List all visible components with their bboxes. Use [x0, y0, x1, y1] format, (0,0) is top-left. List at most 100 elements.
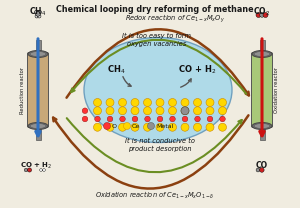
Circle shape [120, 116, 125, 122]
Circle shape [157, 108, 163, 114]
Circle shape [132, 116, 138, 122]
Text: CH$_4$: CH$_4$ [29, 6, 46, 19]
Text: CO: CO [256, 161, 268, 170]
Ellipse shape [254, 124, 270, 129]
Circle shape [194, 107, 202, 115]
Circle shape [38, 10, 41, 14]
Ellipse shape [28, 51, 48, 57]
Circle shape [118, 107, 127, 115]
Circle shape [156, 107, 164, 115]
Circle shape [182, 108, 188, 114]
Circle shape [124, 123, 130, 130]
Circle shape [131, 107, 139, 115]
Text: Oxidation reaction of Ce$_{1-x}$M$_x$O$_{1-\delta}$: Oxidation reaction of Ce$_{1-x}$M$_x$O$_… [95, 190, 215, 201]
Circle shape [169, 123, 176, 131]
Circle shape [206, 123, 214, 131]
FancyBboxPatch shape [251, 52, 272, 128]
Circle shape [195, 116, 200, 122]
Circle shape [94, 99, 101, 106]
FancyBboxPatch shape [35, 126, 40, 140]
Circle shape [181, 99, 189, 106]
Circle shape [24, 168, 28, 172]
Circle shape [107, 116, 113, 122]
Circle shape [220, 108, 225, 114]
Circle shape [206, 107, 214, 115]
Text: Chemical looping dry reforming of methane: Chemical looping dry reforming of methan… [56, 5, 254, 14]
Circle shape [169, 99, 176, 106]
Circle shape [148, 123, 154, 130]
Text: CH$_4$: CH$_4$ [107, 64, 125, 76]
Circle shape [120, 108, 125, 114]
Ellipse shape [30, 52, 46, 57]
Text: It is not conducive to
product desorption: It is not conducive to product desorptio… [125, 138, 195, 152]
Circle shape [94, 123, 101, 131]
FancyBboxPatch shape [260, 40, 265, 54]
Circle shape [36, 12, 40, 16]
Circle shape [103, 123, 110, 130]
Circle shape [207, 108, 213, 114]
Circle shape [145, 108, 150, 114]
Circle shape [106, 99, 114, 106]
Circle shape [181, 107, 189, 115]
Circle shape [181, 123, 189, 131]
Ellipse shape [28, 123, 48, 130]
Circle shape [118, 123, 127, 131]
Circle shape [260, 168, 264, 172]
Text: CO + H$_2$: CO + H$_2$ [178, 64, 216, 76]
Ellipse shape [84, 37, 232, 142]
Circle shape [156, 123, 164, 131]
Ellipse shape [254, 52, 270, 57]
Circle shape [195, 108, 200, 114]
Circle shape [194, 99, 202, 106]
Circle shape [143, 123, 152, 131]
Text: It is too easy to form
oxygen vacancies: It is too easy to form oxygen vacancies [122, 33, 191, 47]
Circle shape [38, 15, 41, 18]
Ellipse shape [30, 124, 46, 129]
Circle shape [156, 99, 164, 106]
Circle shape [106, 107, 114, 115]
Circle shape [260, 13, 264, 17]
Circle shape [218, 123, 226, 131]
Text: Oxidation reactor: Oxidation reactor [274, 67, 280, 113]
Circle shape [131, 123, 139, 131]
Circle shape [35, 15, 38, 18]
Circle shape [34, 10, 38, 14]
Circle shape [131, 99, 139, 106]
Circle shape [218, 107, 226, 115]
Text: Ce: Ce [132, 124, 140, 129]
Circle shape [43, 169, 45, 171]
Circle shape [40, 169, 42, 171]
Text: CO$_2$: CO$_2$ [254, 6, 271, 19]
Circle shape [181, 107, 189, 115]
Circle shape [263, 12, 268, 17]
Ellipse shape [252, 51, 272, 57]
Circle shape [218, 99, 226, 106]
Circle shape [194, 123, 202, 131]
Circle shape [95, 108, 100, 114]
Circle shape [170, 108, 175, 114]
Circle shape [118, 99, 127, 106]
Circle shape [107, 108, 113, 114]
Text: O: O [112, 124, 117, 129]
Circle shape [132, 108, 138, 114]
Text: CO + H$_2$: CO + H$_2$ [20, 161, 52, 171]
Text: Metal: Metal [156, 124, 173, 129]
Circle shape [82, 116, 88, 122]
Circle shape [256, 12, 261, 17]
FancyBboxPatch shape [35, 40, 40, 54]
Text: Reduction reactor: Reduction reactor [20, 67, 26, 114]
Circle shape [169, 107, 176, 115]
Text: Redox reaction of Ce$_{1-x}$M$_x$O$_y$: Redox reaction of Ce$_{1-x}$M$_x$O$_y$ [125, 12, 225, 25]
Circle shape [27, 168, 32, 172]
Circle shape [220, 116, 225, 122]
Circle shape [182, 116, 188, 122]
Circle shape [207, 116, 213, 122]
Circle shape [145, 116, 150, 122]
Circle shape [143, 99, 152, 106]
Circle shape [157, 116, 163, 122]
Circle shape [143, 107, 152, 115]
Circle shape [106, 123, 114, 131]
Circle shape [95, 116, 100, 122]
Circle shape [256, 168, 260, 172]
Circle shape [206, 99, 214, 106]
